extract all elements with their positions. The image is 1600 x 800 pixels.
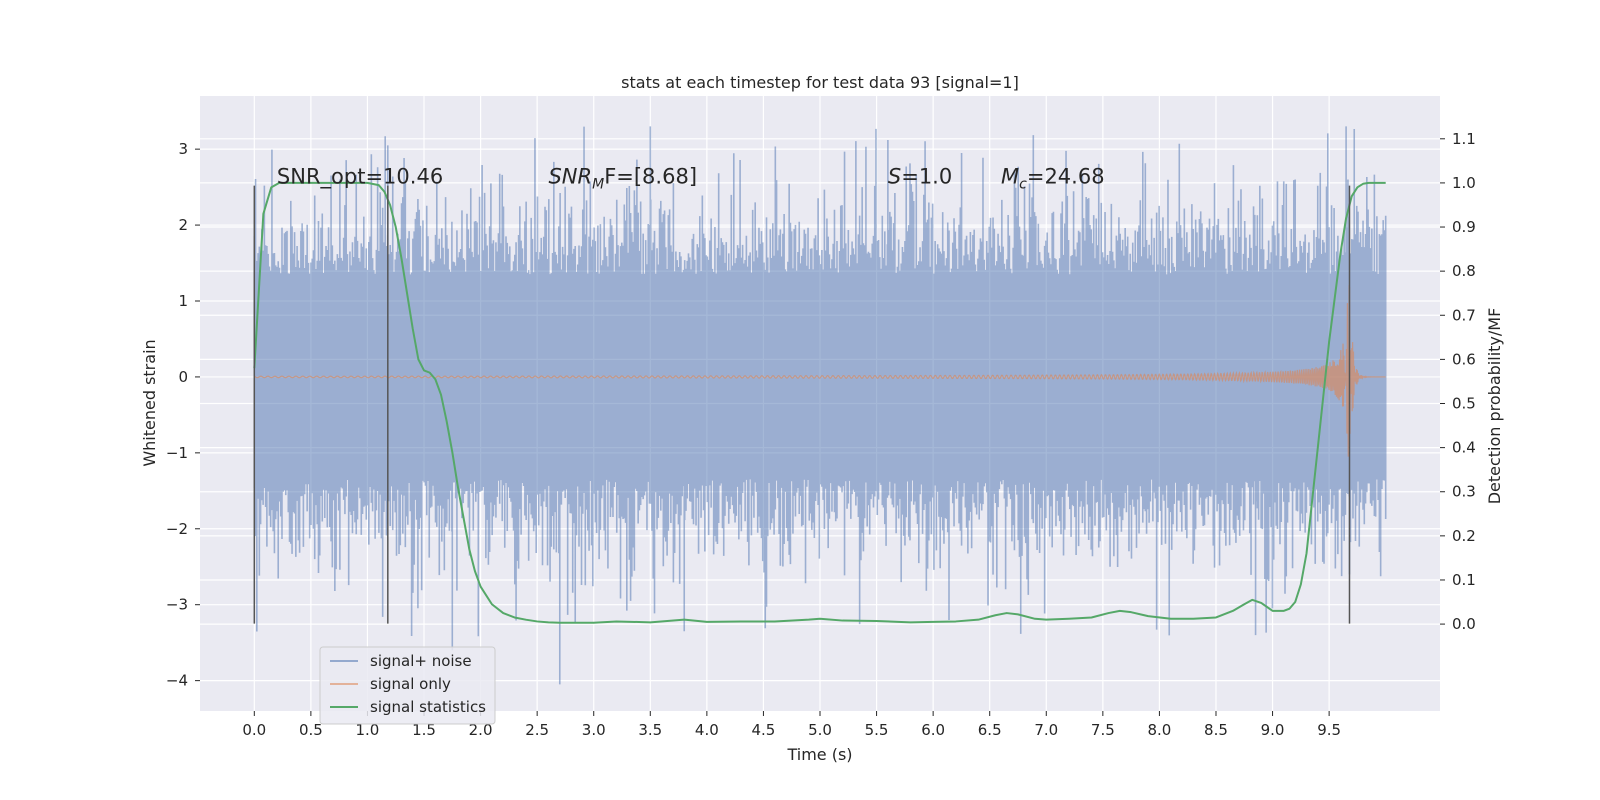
- signal-statistics-series: [253, 181, 1386, 624]
- x-tick-label-13: 6.5: [978, 721, 1002, 739]
- y-right-tick-label-2: 0.9: [1452, 218, 1476, 236]
- y-axis-label-right: Detection probability/MF: [1485, 308, 1504, 505]
- x-tick-label-1: 0.5: [299, 721, 323, 739]
- signal-only-series: [254, 284, 1386, 457]
- x-tick-label-16: 8.0: [1147, 721, 1171, 739]
- y-right-tick-label-4: 0.7: [1452, 306, 1476, 324]
- y-right-tick-label-1: 1.0: [1452, 174, 1476, 192]
- x-tick-label-14: 7.0: [1034, 721, 1058, 739]
- x-tick-label-3: 1.5: [412, 721, 436, 739]
- annotation-snr-opt: SNR_opt=10.46: [277, 164, 443, 189]
- y-axis-label-left: Whitened strain: [140, 339, 159, 466]
- y-left-tick-label-3: 0: [178, 368, 188, 386]
- x-tick-label-4: 2.0: [469, 721, 493, 739]
- x-tick-label-19: 9.5: [1317, 721, 1341, 739]
- x-axis-label: Time (s): [786, 745, 852, 764]
- y-right-tick-label-5: 0.6: [1452, 350, 1476, 368]
- y-left-tick-label-4: −1: [166, 444, 188, 462]
- legend: signal+ noise signal only signal statist…: [319, 646, 496, 725]
- y-right-tick-label-7: 0.4: [1452, 439, 1476, 457]
- y-left-tick-label-0: 3: [178, 140, 188, 158]
- y-right-tick-label-8: 0.3: [1452, 483, 1476, 501]
- x-tick-label-10: 5.0: [808, 721, 832, 739]
- y-right-tick-label-10: 0.1: [1452, 571, 1476, 589]
- x-tick-label-8: 4.0: [695, 721, 719, 739]
- y-right-tick-label-0: 1.1: [1452, 130, 1476, 148]
- signal-statistics-line: [253, 181, 1386, 624]
- legend-label-signal-noise: signal+ noise: [370, 652, 472, 670]
- y-right-tick-label-11: 0.0: [1452, 615, 1476, 633]
- annotation-s-val: S=1.0: [888, 164, 952, 188]
- y-left-tick-label-2: 1: [178, 292, 188, 310]
- x-tick-label-0: 0.0: [242, 721, 266, 739]
- x-tick-label-2: 1.0: [356, 721, 380, 739]
- y-left-tick-label-5: −2: [166, 520, 188, 538]
- y-left-tick-label-7: −4: [166, 672, 188, 690]
- y-right-tick-label-9: 0.2: [1452, 527, 1476, 545]
- y-left-tick-label-6: −3: [166, 596, 188, 614]
- x-tick-label-7: 3.5: [638, 721, 662, 739]
- annotation-mc-val: Mc=24.68: [1001, 164, 1105, 192]
- x-tick-label-17: 8.5: [1204, 721, 1228, 739]
- legend-label-signal-statistics: signal statistics: [370, 698, 486, 716]
- x-tick-label-9: 4.5: [752, 721, 776, 739]
- y-right-tick-label-6: 0.5: [1452, 395, 1476, 413]
- annotations: SNR_opt=10.46 SNRMF=[8.68] S=1.0 Mc=24.68: [277, 164, 1105, 192]
- legend-box: [319, 646, 496, 725]
- annotation-snr-mf: SNRMF=[8.68]: [548, 164, 697, 192]
- signal-only-line: [254, 284, 1386, 457]
- x-tick-label-6: 3.0: [582, 721, 606, 739]
- tick-labels: 0.0 0.5 1.0 1.5 2.0 2.5 3.0 3.5 4.0 4.5 5.0 5.5 6.0 6…: [166, 130, 1476, 739]
- legend-label-signal-only: signal only: [370, 675, 451, 693]
- x-tick-label-18: 9.0: [1261, 721, 1285, 739]
- x-tick-label-12: 6.0: [921, 721, 945, 739]
- y-right-tick-label-3: 0.8: [1452, 262, 1476, 280]
- x-tick-label-11: 5.5: [865, 721, 889, 739]
- x-tick-label-15: 7.5: [1091, 721, 1115, 739]
- y-left-tick-label-1: 2: [178, 216, 188, 234]
- x-tick-label-5: 2.5: [525, 721, 549, 739]
- vertical-markers: [253, 185, 1351, 624]
- chart-title: stats at each timestep for test data 93 …: [621, 73, 1019, 92]
